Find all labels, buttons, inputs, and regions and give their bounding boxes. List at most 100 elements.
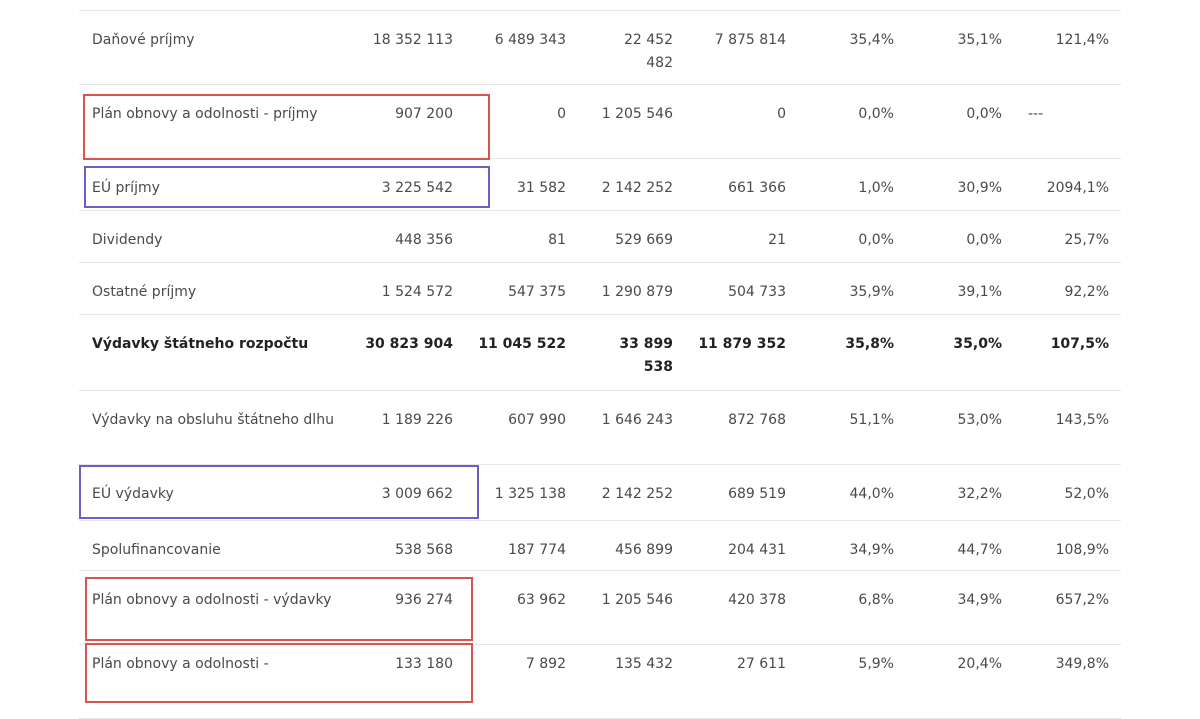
cell-col-3: 529 669 bbox=[615, 232, 673, 248]
budget-table: Daňové príjmy 18 352 113 6 489 343 22 45… bbox=[79, 0, 1121, 719]
table-row-danove-prijmy: Daňové príjmy 18 352 113 6 489 343 22 45… bbox=[79, 11, 1121, 85]
row-label: Dividendy bbox=[92, 232, 163, 248]
cell-col-5: 1,0% bbox=[858, 180, 894, 196]
table-row-obsluha-dlhu: Výdavky na obsluhu štátneho dlhu 1 189 2… bbox=[79, 391, 1121, 465]
cell-col-4: 661 366 bbox=[728, 180, 786, 196]
cell-col-6: 0,0% bbox=[966, 232, 1002, 248]
row-label: Výdavky na obsluhu štátneho dlhu bbox=[92, 412, 334, 428]
cell-col-1: 1 524 572 bbox=[381, 284, 453, 300]
cell-col-4: 11 879 352 bbox=[698, 336, 786, 352]
cell-col-5: 0,0% bbox=[858, 232, 894, 248]
row-label: Spolufinancovanie bbox=[92, 542, 221, 558]
row-label: Plán obnovy a odolnosti - výdavky bbox=[92, 592, 332, 608]
table-row-dividendy: Dividendy 448 356 81 529 669 21 0,0% 0,0… bbox=[79, 211, 1121, 263]
cell-col-7: 143,5% bbox=[1055, 412, 1109, 428]
cell-col-2: 81 bbox=[548, 232, 566, 248]
table-row-plan-obnovy-vydavky: Plán obnovy a odolnosti - výdavky 936 27… bbox=[79, 571, 1121, 645]
table-row-plan-obnovy-prijmy: Plán obnovy a odolnosti - príjmy 907 200… bbox=[79, 85, 1121, 160]
table-row-eu-vydavky: EÚ výdavky 3 009 662 1 325 138 2 142 252… bbox=[79, 465, 1121, 521]
cell-col-3: 2 142 252 bbox=[601, 486, 673, 502]
cell-col-6: 53,0% bbox=[957, 412, 1002, 428]
table-row-ostatne-prijmy: Ostatné príjmy 1 524 572 547 375 1 290 8… bbox=[79, 263, 1121, 315]
table-row-partial-top bbox=[79, 0, 1121, 11]
cell-col-4: 0 bbox=[777, 106, 786, 122]
cell-col-1: 18 352 113 bbox=[372, 32, 453, 48]
cell-col-5: 0,0% bbox=[858, 106, 894, 122]
cell-col-1: 30 823 904 bbox=[365, 336, 453, 352]
cell-col-5: 51,1% bbox=[849, 412, 894, 428]
cell-col-2: 11 045 522 bbox=[478, 336, 566, 352]
cell-col-5: 6,8% bbox=[858, 592, 894, 608]
cell-col-1: 3 009 662 bbox=[381, 486, 453, 502]
cell-col-2: 6 489 343 bbox=[494, 32, 566, 48]
cell-col-7: 2094,1% bbox=[1046, 180, 1109, 196]
row-label: Plán obnovy a odolnosti - príjmy bbox=[92, 106, 318, 122]
cell-col-5: 34,9% bbox=[849, 542, 894, 558]
cell-col-6: 35,0% bbox=[953, 336, 1002, 352]
cell-col-5: 44,0% bbox=[849, 486, 894, 502]
cell-col-7: 349,8% bbox=[1055, 656, 1109, 672]
cell-col-6: 20,4% bbox=[957, 656, 1002, 672]
cell-col-3: 1 205 546 bbox=[601, 106, 673, 122]
cell-col-2: 31 582 bbox=[517, 180, 566, 196]
cell-col-3: 135 432 bbox=[615, 656, 673, 672]
table-row-spolufinancovanie: Spolufinancovanie 538 568 187 774 456 89… bbox=[79, 521, 1121, 571]
cell-col-2: 547 375 bbox=[508, 284, 566, 300]
cell-col-7: 108,9% bbox=[1055, 542, 1109, 558]
cell-col-6: 35,1% bbox=[957, 32, 1002, 48]
cell-col-6: 30,9% bbox=[957, 180, 1002, 196]
cell-col-7: 52,0% bbox=[1064, 486, 1109, 502]
cell-col-1: 936 274 bbox=[395, 592, 453, 608]
cell-col-3: 33 899 538 bbox=[619, 336, 673, 375]
cell-col-3: 456 899 bbox=[615, 542, 673, 558]
cell-col-7: 121,4% bbox=[1055, 32, 1109, 48]
cell-col-4: 27 611 bbox=[737, 656, 786, 672]
cell-col-4: 420 378 bbox=[728, 592, 786, 608]
cell-col-1: 3 225 542 bbox=[381, 180, 453, 196]
row-label: Daňové príjmy bbox=[92, 32, 195, 48]
cell-col-2: 187 774 bbox=[508, 542, 566, 558]
row-label: Ostatné príjmy bbox=[92, 284, 197, 300]
cell-col-6: 44,7% bbox=[957, 542, 1002, 558]
cell-col-1: 907 200 bbox=[395, 106, 453, 122]
cell-col-5: 5,9% bbox=[858, 656, 894, 672]
cell-col-2: 607 990 bbox=[508, 412, 566, 428]
cell-col-4: 7 875 814 bbox=[714, 32, 786, 48]
cell-col-2: 1 325 138 bbox=[494, 486, 566, 502]
cell-col-6: 39,1% bbox=[957, 284, 1002, 300]
cell-col-3: 1 290 879 bbox=[601, 284, 673, 300]
cell-col-6: 32,2% bbox=[957, 486, 1002, 502]
cell-col-2: 63 962 bbox=[517, 592, 566, 608]
cell-col-1: 1 189 226 bbox=[381, 412, 453, 428]
cell-col-4: 872 768 bbox=[728, 412, 786, 428]
cell-col-4: 21 bbox=[768, 232, 786, 248]
table-row-eu-prijmy: EÚ príjmy 3 225 542 31 582 2 142 252 661… bbox=[79, 159, 1121, 211]
row-label: EÚ výdavky bbox=[92, 486, 174, 502]
cell-col-4: 504 733 bbox=[728, 284, 786, 300]
cell-col-7: 107,5% bbox=[1050, 336, 1109, 352]
cell-col-3: 2 142 252 bbox=[601, 180, 673, 196]
cell-col-1: 448 356 bbox=[395, 232, 453, 248]
table-row-plan-obnovy-partial: Plán obnovy a odolnosti - 133 180 7 892 … bbox=[79, 643, 1121, 719]
cell-col-7: 92,2% bbox=[1064, 284, 1109, 300]
cell-col-7: --- bbox=[1028, 106, 1044, 122]
table-row-vydavky-statneho-rozpoctu: Výdavky štátneho rozpočtu 30 823 904 11 … bbox=[79, 315, 1121, 391]
cell-col-4: 204 431 bbox=[728, 542, 786, 558]
row-label: Výdavky štátneho rozpočtu bbox=[92, 336, 309, 352]
cell-col-3: 1 646 243 bbox=[601, 412, 673, 428]
cell-col-7: 657,2% bbox=[1055, 592, 1109, 608]
cell-col-1: 133 180 bbox=[395, 656, 453, 672]
cell-col-4: 689 519 bbox=[728, 486, 786, 502]
cell-col-5: 35,4% bbox=[849, 32, 894, 48]
cell-col-3: 22 452 482 bbox=[624, 32, 673, 71]
cell-col-2: 7 892 bbox=[525, 656, 566, 672]
cell-col-5: 35,9% bbox=[849, 284, 894, 300]
cell-col-7: 25,7% bbox=[1064, 232, 1109, 248]
cell-col-2: 0 bbox=[557, 106, 566, 122]
cell-col-6: 0,0% bbox=[966, 106, 1002, 122]
cell-col-5: 35,8% bbox=[845, 336, 894, 352]
cell-col-3: 1 205 546 bbox=[601, 592, 673, 608]
cell-col-6: 34,9% bbox=[957, 592, 1002, 608]
row-label: EÚ príjmy bbox=[92, 180, 160, 196]
cell-col-1: 538 568 bbox=[395, 542, 453, 558]
